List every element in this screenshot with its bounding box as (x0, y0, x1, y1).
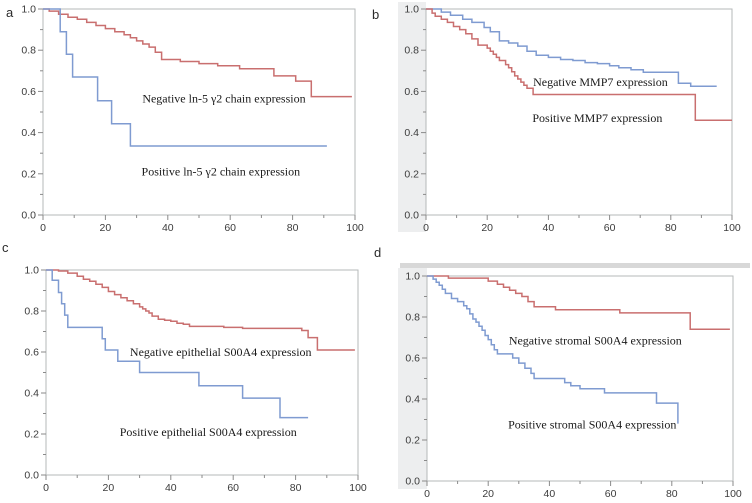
km-curve-negative (46, 269, 355, 351)
km-curve-negative (426, 8, 717, 88)
series-annotation: Positive stromal S00A4 expression (508, 418, 676, 432)
panel-letter-d: d (374, 245, 382, 260)
km-curve-positive (427, 275, 679, 424)
y-axis-tick-label: 0.2 (405, 435, 420, 447)
panel-a-km-plot: 0 20 40 60 80 100 0.0 0.2 0.4 0.6 0.8 1.0 Negative l… (0, 0, 376, 251)
y-axis-tick-label: 1.0 (24, 265, 39, 277)
y-axis-tick-label: 0.8 (21, 45, 36, 57)
y-axis-tick-label: 0.0 (405, 476, 420, 488)
y-axis-tick-label: 0.2 (21, 168, 36, 180)
y-axis-tick-label: 0.6 (21, 86, 36, 98)
x-axis-tick-label: 80 (290, 482, 302, 494)
y-axis-tick-label: 0.4 (404, 127, 419, 139)
km-plot-svg-a: 0 20 40 60 80 100 0.0 0.2 0.4 0.6 0.8 1.0 Negative l… (21, 4, 364, 235)
x-axis-tick-label: 20 (481, 222, 493, 234)
series-annotation: Negative stromal S00A4 expression (509, 334, 682, 348)
x-axis-tick-label: 20 (103, 482, 115, 494)
y-axis-tick-label: 0.4 (405, 394, 420, 406)
x-axis-tick-label: 80 (287, 222, 299, 234)
series-annotation: Positive ln-5 γ2 chain expression (142, 165, 301, 179)
series-annotation: Negative MMP7 expression (533, 75, 668, 89)
y-axis-tick-label: 0.0 (404, 210, 419, 222)
x-axis-tick-label: 100 (723, 222, 741, 234)
x-axis-tick-label: 60 (227, 482, 239, 494)
km-plot-svg-d: 0 20 40 60 80 100 0.0 0.2 0.4 0.6 0.8 1.0 Negative s… (398, 263, 750, 500)
panel-letter-b: b (372, 7, 380, 22)
axis-margin-background (398, 2, 426, 232)
x-axis-tick-label: 40 (543, 222, 555, 234)
x-axis-tick-label: 0 (424, 488, 430, 500)
plot-frame (426, 275, 734, 482)
km-curve-positive (46, 269, 309, 419)
x-axis-tick-label: 60 (605, 488, 617, 500)
plot-frame (45, 269, 359, 476)
y-axis-tick-label: 0.6 (405, 353, 420, 365)
y-axis-tick-label: 0.0 (21, 210, 36, 222)
y-axis-tick-label: 1.0 (21, 4, 36, 16)
y-axis-tick-label: 0.2 (404, 168, 419, 180)
y-axis-tick-label: 0.0 (24, 470, 39, 482)
plot-frame (42, 8, 356, 216)
x-axis-tick-label: 60 (604, 222, 616, 234)
plot-frame (425, 8, 733, 216)
y-axis-tick-label: 0.8 (405, 312, 420, 324)
x-axis-tick-label: 40 (165, 482, 177, 494)
km-plot-svg-b: 0 20 40 60 80 100 0.0 0.2 0.4 0.6 0.8 1.0 Negative M… (398, 2, 741, 234)
y-axis-tick-label: 0.8 (404, 45, 419, 57)
x-axis-tick-label: 80 (666, 488, 678, 500)
y-axis-tick-label: 0.6 (404, 86, 419, 98)
series-annotation: Positive MMP7 expression (532, 111, 662, 125)
x-axis-tick-label: 80 (665, 222, 677, 234)
km-curve-negative (43, 8, 352, 98)
x-axis-tick-label: 20 (482, 488, 494, 500)
panel-divider-strip (400, 263, 750, 268)
series-annotation: Negative ln-5 γ2 chain expression (142, 92, 305, 106)
panel-b-km-plot: 0 20 40 60 80 100 0.0 0.2 0.4 0.6 0.8 1.0 Negative M… (376, 0, 752, 251)
x-axis-tick-label: 100 (346, 222, 364, 234)
panel-d-km-plot: 0 20 40 60 80 100 0.0 0.2 0.4 0.6 0.8 1.0 Negative s… (376, 251, 752, 503)
y-axis-tick-label: 0.6 (24, 347, 39, 359)
x-axis-tick-label: 60 (224, 222, 236, 234)
km-curve-positive (426, 8, 732, 121)
y-axis-tick-label: 0.2 (24, 429, 39, 441)
km-curve-positive (43, 8, 327, 147)
y-axis-tick-label: 1.0 (405, 271, 420, 283)
x-axis-tick-label: 100 (349, 482, 367, 494)
x-axis-tick-label: 20 (100, 222, 112, 234)
x-axis-tick-label: 0 (40, 222, 46, 234)
x-axis-tick-label: 100 (724, 488, 742, 500)
x-axis-tick-label: 0 (43, 482, 49, 494)
series-annotation: Positive epithelial S00A4 expression (120, 425, 297, 439)
panel-letter-c: c (2, 240, 9, 255)
series-annotation: Negative epithelial S00A4 expression (130, 345, 312, 359)
axis-margin-background (398, 268, 427, 489)
x-axis-tick-label: 0 (423, 222, 429, 234)
y-axis-tick-label: 0.8 (24, 306, 39, 318)
y-axis-tick-label: 0.4 (24, 388, 39, 400)
km-curve-negative (427, 275, 730, 331)
x-axis-tick-label: 40 (162, 222, 174, 234)
panel-letter-a: a (6, 5, 14, 20)
y-axis-tick-label: 1.0 (404, 4, 419, 16)
y-axis-tick-label: 0.4 (21, 127, 36, 139)
km-plot-svg-c: 0 20 40 60 80 100 0.0 0.2 0.4 0.6 0.8 1.0 Negative e… (24, 265, 367, 495)
x-axis-tick-label: 40 (544, 488, 556, 500)
panel-c-km-plot: 0 20 40 60 80 100 0.0 0.2 0.4 0.6 0.8 1.0 Negative e… (0, 251, 376, 503)
